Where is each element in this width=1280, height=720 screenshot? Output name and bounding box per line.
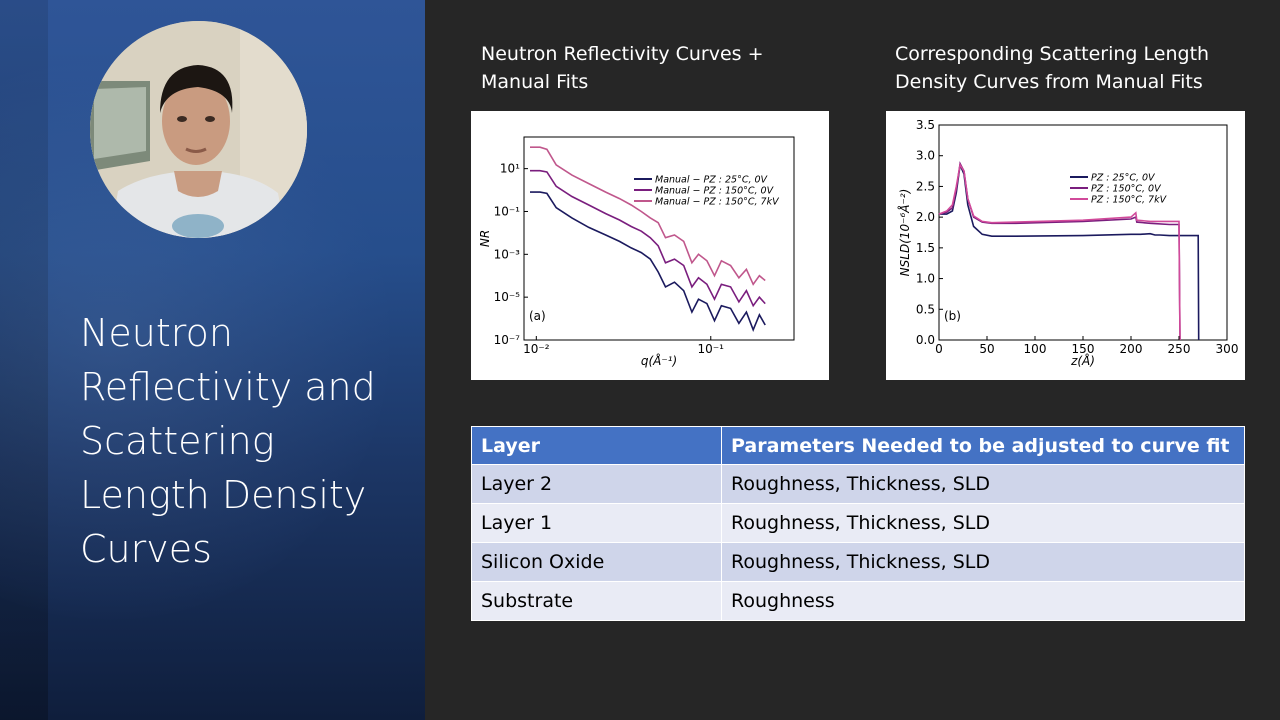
neutron-reflectivity-chart: 10⁻² 10⁻¹ 10¹ 10⁻¹ 10⁻³ 10⁻⁵ 10⁻⁷ q(Å⁻¹) NR (a) Ma… [471, 111, 829, 380]
x-axis-label: z(Å) [1070, 353, 1095, 368]
nr-chart-svg: 10⁻² 10⁻¹ 10¹ 10⁻¹ 10⁻³ 10⁻⁵ 10⁻⁷ q(Å⁻¹) NR (a) Ma… [478, 136, 795, 368]
table-row: Substrate Roughness [471, 581, 1245, 621]
y-tick-label: 1.0 [916, 272, 935, 286]
series-line-3 [530, 146, 766, 286]
legend-label: Manual − PZ : 150°C, 7kV [655, 197, 780, 208]
table-row: Layer 1 Roughness, Thickness, SLD [471, 503, 1245, 543]
x-axis-label: q(Å⁻¹) [641, 353, 677, 368]
nr-chart-caption: Neutron Reflectivity Curves + Manual Fit… [481, 43, 764, 93]
table-cell-layer: Layer 2 [471, 464, 722, 504]
legend-label: Manual − PZ : 150°C, 0V [655, 186, 775, 197]
y-tick-label: 2.0 [916, 210, 935, 224]
sld-chart-svg: 0 50 100 150 200 250 300 0.0 0.5 1.0 1.5 2.0 2.5 3.0 3… [897, 118, 1239, 368]
legend-label: Manual − PZ : 25°C, 0V [655, 175, 769, 186]
plot-frame [523, 136, 795, 341]
y-tick-label: 0.5 [916, 302, 935, 316]
x-tick-label: 50 [979, 342, 994, 356]
y-tick-label: 10⁻¹ [494, 204, 521, 218]
x-tick-label: 10⁻¹ [698, 342, 725, 356]
legend-label: PZ : 150°C, 0V [1091, 184, 1162, 195]
sld-chart-caption: Corresponding Scattering Length Density … [895, 43, 1210, 93]
y-tick-label: 10⁻⁷ [494, 333, 521, 347]
x-tick-label: 200 [1120, 342, 1143, 356]
x-tick-label: 100 [1024, 342, 1047, 356]
table-cell-layer: Layer 1 [471, 503, 722, 543]
table-row: Layer 2 Roughness, Thickness, SLD [471, 464, 1245, 504]
sld-profile-chart: 0 50 100 150 200 250 300 0.0 0.5 1.0 1.5 2.0 2.5 3.0 3… [886, 111, 1245, 380]
presenter-video-feed [90, 21, 307, 238]
x-tick-label: 150 [1072, 342, 1095, 356]
series-line-1 [530, 191, 766, 332]
panel-label: (a) [529, 309, 546, 323]
y-tick-label: 3.0 [916, 149, 935, 163]
presenter-avatar [90, 21, 307, 238]
y-tick-label: 10⁻³ [494, 247, 521, 261]
column-header-layer: Layer [471, 426, 722, 465]
x-tick-label: 250 [1168, 342, 1191, 356]
panel-label: (b) [944, 309, 961, 323]
y-tick-label: 0.0 [916, 333, 935, 347]
x-tick-label: 10⁻² [523, 342, 550, 356]
legend-label: PZ : 150°C, 7kV [1091, 195, 1168, 206]
table-cell-parameters: Roughness [721, 581, 1245, 621]
table-row: Silicon Oxide Roughness, Thickness, SLD [471, 542, 1245, 582]
table-cell-parameters: Roughness, Thickness, SLD [721, 503, 1245, 543]
slide-title-panel: Neutron Reflectivity and Scattering Leng… [0, 0, 425, 720]
table-cell-layer: Silicon Oxide [471, 542, 722, 582]
column-header-parameters: Parameters Needed to be adjusted to curv… [721, 426, 1245, 465]
y-axis-label: NSLD(10⁻⁶Å⁻²) [897, 189, 912, 277]
series-line-3 [938, 162, 1181, 341]
table-cell-parameters: Roughness, Thickness, SLD [721, 542, 1245, 582]
fit-parameters-table: Layer Parameters Needed to be adjusted t… [471, 426, 1245, 621]
panel-shade-band [0, 0, 48, 720]
slide-title: Neutron Reflectivity and Scattering Leng… [80, 311, 376, 571]
y-tick-label: 10⁻⁵ [494, 290, 521, 304]
series-line-2 [530, 169, 766, 308]
y-tick-label: 10¹ [500, 162, 520, 176]
y-axis-label: NR [478, 230, 492, 247]
y-tick-label: 1.5 [916, 241, 935, 255]
x-tick-label: 300 [1216, 342, 1239, 356]
plot-frame [938, 124, 1228, 341]
table-cell-parameters: Roughness, Thickness, SLD [721, 464, 1245, 504]
y-tick-label: 2.5 [916, 179, 935, 193]
legend-label: PZ : 25°C, 0V [1091, 173, 1156, 184]
table-header-row: Layer Parameters Needed to be adjusted t… [471, 426, 1245, 465]
x-tick-label: 0 [935, 342, 943, 356]
y-tick-label: 3.5 [916, 118, 935, 132]
table-cell-layer: Substrate [471, 581, 722, 621]
